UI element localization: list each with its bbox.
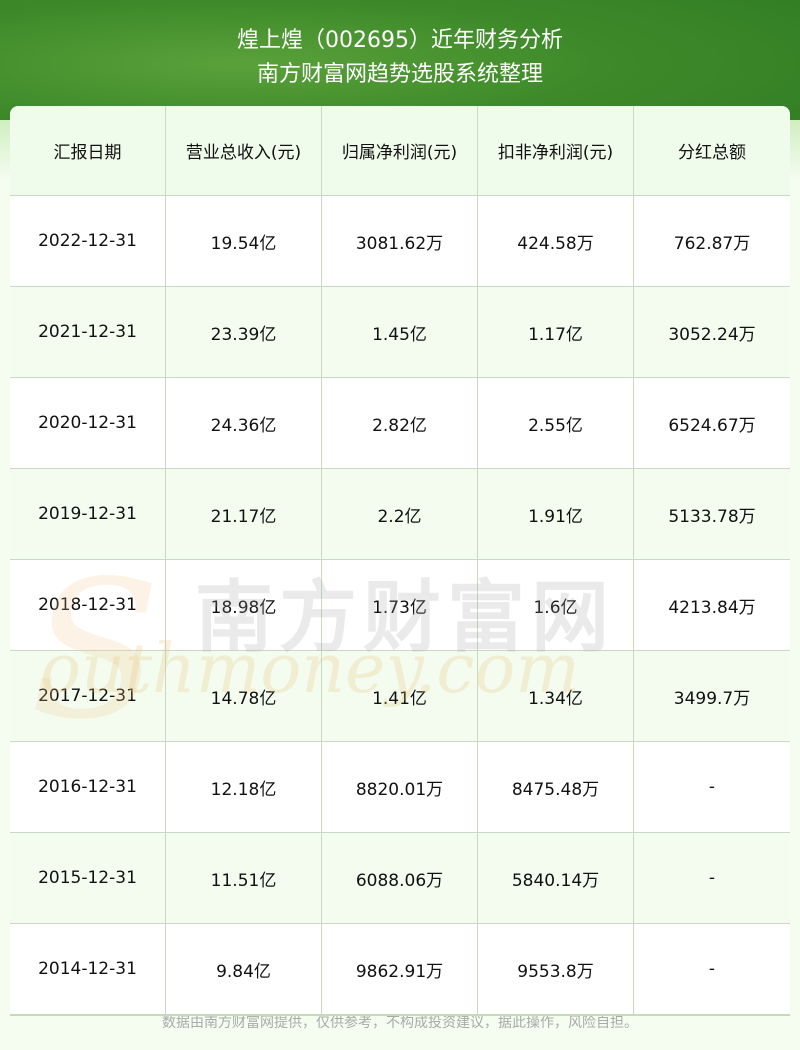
table-cell: - xyxy=(708,959,716,979)
table-cell: 6088.06万 xyxy=(322,833,478,923)
table-cell: 9862.91万 xyxy=(322,924,478,1014)
table-cell: 12.18亿 xyxy=(166,742,322,832)
table-cell: 9553.8万 xyxy=(478,924,634,1014)
table-cell: 2014-12-31 xyxy=(10,924,166,1014)
table-cell: 2018-12-31 xyxy=(10,560,166,650)
table-cell: 21.17亿 xyxy=(166,469,322,559)
table-row: 2021-12-31 23.39亿 1.45亿 1.17亿 3052.24万 xyxy=(10,287,790,378)
table-cell: 5840.14万 xyxy=(478,833,634,923)
column-header: 归属净利润(元) xyxy=(322,106,478,195)
table-cell: 1.73亿 xyxy=(322,560,478,650)
financial-table: 汇报日期 营业总收入(元) 归属净利润(元) 扣非净利润(元) 分红总额 2022-12… xyxy=(10,106,790,1016)
table-cell: 2022-12-31 xyxy=(10,196,166,286)
table-cell: 3052.24万 xyxy=(668,324,756,345)
table-cell: 2016-12-31 xyxy=(10,742,166,832)
column-header: 扣非净利润(元) xyxy=(478,106,634,195)
table-cell: 8820.01万 xyxy=(322,742,478,832)
column-header: 汇报日期 xyxy=(10,106,166,195)
table-row: 2020-12-31 24.36亿 2.82亿 2.55亿 6524.67万 xyxy=(10,378,790,469)
table-cell: 2.2亿 xyxy=(322,469,478,559)
table-cell: 9.84亿 xyxy=(166,924,322,1014)
footer-disclaimer: 数据由南方财富网提供，仅供参考，不构成投资建议，据此操作，风险自担。 xyxy=(162,1015,638,1031)
table-cell: 424.58万 xyxy=(478,196,634,286)
table-cell: 1.6亿 xyxy=(478,560,634,650)
table-cell: 2019-12-31 xyxy=(10,469,166,559)
table-cell: 11.51亿 xyxy=(166,833,322,923)
page-subtitle: 南方财富网趋势选股系统整理 xyxy=(256,62,543,87)
table-cell: 23.39亿 xyxy=(166,287,322,377)
table-header-row: 汇报日期 营业总收入(元) 归属净利润(元) 扣非净利润(元) 分红总额 xyxy=(10,106,790,196)
table-cell: 1.91亿 xyxy=(478,469,634,559)
table-row: 2017-12-31 14.78亿 1.41亿 1.34亿 3499.7万 xyxy=(10,651,790,742)
table-cell: 19.54亿 xyxy=(166,196,322,286)
table-cell: 8475.48万 xyxy=(478,742,634,832)
table-row: 2015-12-31 11.51亿 6088.06万 5840.14万 - xyxy=(10,833,790,924)
table-row: 2019-12-31 21.17亿 2.2亿 1.91亿 5133.78万 xyxy=(10,469,790,560)
table-cell: 2017-12-31 xyxy=(10,651,166,741)
table-cell: 18.98亿 xyxy=(166,560,322,650)
table-cell: 14.78亿 xyxy=(166,651,322,741)
table-cell: 3081.62万 xyxy=(322,196,478,286)
table-cell: 1.17亿 xyxy=(478,287,634,377)
table-row: 2018-12-31 18.98亿 1.73亿 1.6亿 4213.84万 xyxy=(10,560,790,651)
table-cell: - xyxy=(708,777,716,797)
table-cell: 4213.84万 xyxy=(668,597,756,618)
column-header: 营业总收入(元) xyxy=(166,106,322,195)
table-cell: 2020-12-31 xyxy=(10,378,166,468)
table-cell: 1.34亿 xyxy=(478,651,634,741)
table-cell: 1.45亿 xyxy=(322,287,478,377)
table-cell: 5133.78万 xyxy=(668,506,756,527)
table-row: 2022-12-31 19.54亿 3081.62万 424.58万 762.87万 xyxy=(10,196,790,287)
table-cell: 762.87万 xyxy=(673,233,751,254)
table-cell: 2015-12-31 xyxy=(10,833,166,923)
table-cell: 3499.7万 xyxy=(673,688,751,709)
table-cell: 6524.67万 xyxy=(668,415,756,436)
table-cell: 1.41亿 xyxy=(322,651,478,741)
table-cell: 2021-12-31 xyxy=(10,287,166,377)
table-row: 2014-12-31 9.84亿 9862.91万 9553.8万 - xyxy=(10,924,790,1014)
table-cell: 2.82亿 xyxy=(322,378,478,468)
column-header: 分红总额 xyxy=(678,143,746,163)
page-title: 煌上煌（002695）近年财务分析 xyxy=(237,28,563,53)
table-row: 2016-12-31 12.18亿 8820.01万 8475.48万 - xyxy=(10,742,790,833)
table-cell: 24.36亿 xyxy=(166,378,322,468)
table-cell: - xyxy=(708,868,716,888)
table-cell: 2.55亿 xyxy=(478,378,634,468)
